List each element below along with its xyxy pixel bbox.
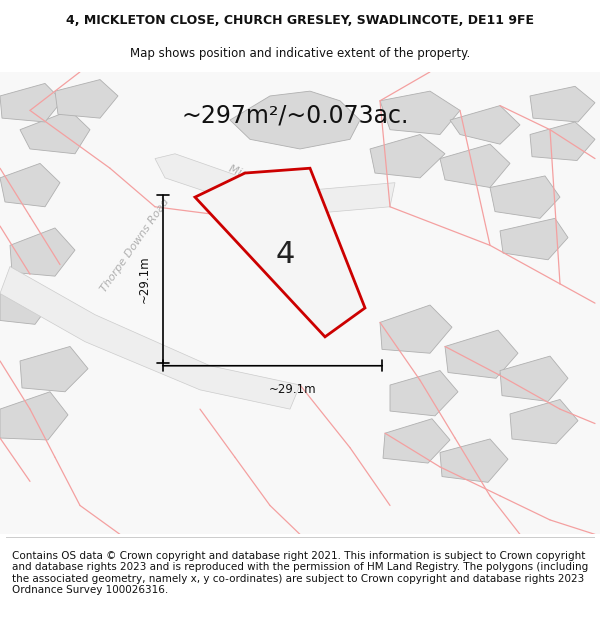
Polygon shape: [500, 218, 568, 260]
Polygon shape: [0, 83, 62, 122]
Polygon shape: [20, 111, 90, 154]
Polygon shape: [440, 439, 508, 483]
Polygon shape: [450, 106, 520, 144]
Text: Contains OS data © Crown copyright and database right 2021. This information is : Contains OS data © Crown copyright and d…: [12, 551, 588, 596]
Polygon shape: [155, 154, 395, 216]
Polygon shape: [530, 86, 595, 122]
Polygon shape: [383, 419, 450, 463]
Polygon shape: [500, 356, 568, 401]
Polygon shape: [20, 346, 88, 392]
Text: 4, MICKLETON CLOSE, CHURCH GRESLEY, SWADLINCOTE, DE11 9FE: 4, MICKLETON CLOSE, CHURCH GRESLEY, SWAD…: [66, 14, 534, 28]
Polygon shape: [55, 79, 118, 118]
Polygon shape: [195, 168, 365, 337]
Text: Mickleton Cl...: Mickleton Cl...: [227, 163, 303, 202]
Polygon shape: [510, 399, 578, 444]
Polygon shape: [445, 330, 518, 378]
Text: 4: 4: [275, 241, 295, 269]
Polygon shape: [390, 371, 458, 416]
Polygon shape: [0, 266, 300, 409]
Polygon shape: [380, 305, 452, 353]
Polygon shape: [0, 392, 68, 440]
Polygon shape: [380, 91, 460, 134]
Text: ~29.1m: ~29.1m: [269, 383, 316, 396]
Text: Map shows position and indicative extent of the property.: Map shows position and indicative extent…: [130, 48, 470, 61]
Polygon shape: [370, 134, 445, 178]
Text: Thorpe Downs Road: Thorpe Downs Road: [99, 197, 171, 294]
Polygon shape: [0, 163, 60, 207]
Text: ~297m²/~0.073ac.: ~297m²/~0.073ac.: [181, 103, 409, 127]
Polygon shape: [440, 144, 510, 188]
Polygon shape: [490, 176, 560, 218]
Text: ~29.1m: ~29.1m: [138, 255, 151, 303]
Polygon shape: [10, 228, 75, 276]
Polygon shape: [530, 122, 595, 161]
Polygon shape: [0, 282, 52, 324]
Polygon shape: [230, 91, 360, 149]
